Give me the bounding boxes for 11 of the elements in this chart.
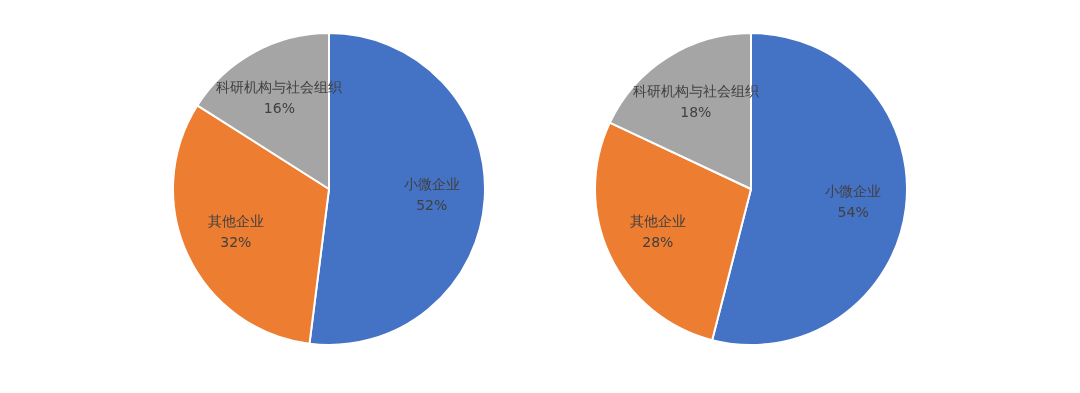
data-label: 28% <box>642 234 674 251</box>
data-label: 18% <box>680 103 712 120</box>
slice-label: 科研机构与社会组织 <box>632 82 759 99</box>
slice-label: 小微企业 <box>403 176 460 193</box>
slice-label: 小微企业 <box>825 182 882 199</box>
slice-label: 其他企业 <box>629 213 686 230</box>
slice-label: 其他企业 <box>207 213 264 230</box>
data-label: 32% <box>220 234 252 251</box>
data-label: 52% <box>416 197 448 214</box>
data-label: 54% <box>837 203 869 220</box>
data-label: 16% <box>263 100 295 117</box>
